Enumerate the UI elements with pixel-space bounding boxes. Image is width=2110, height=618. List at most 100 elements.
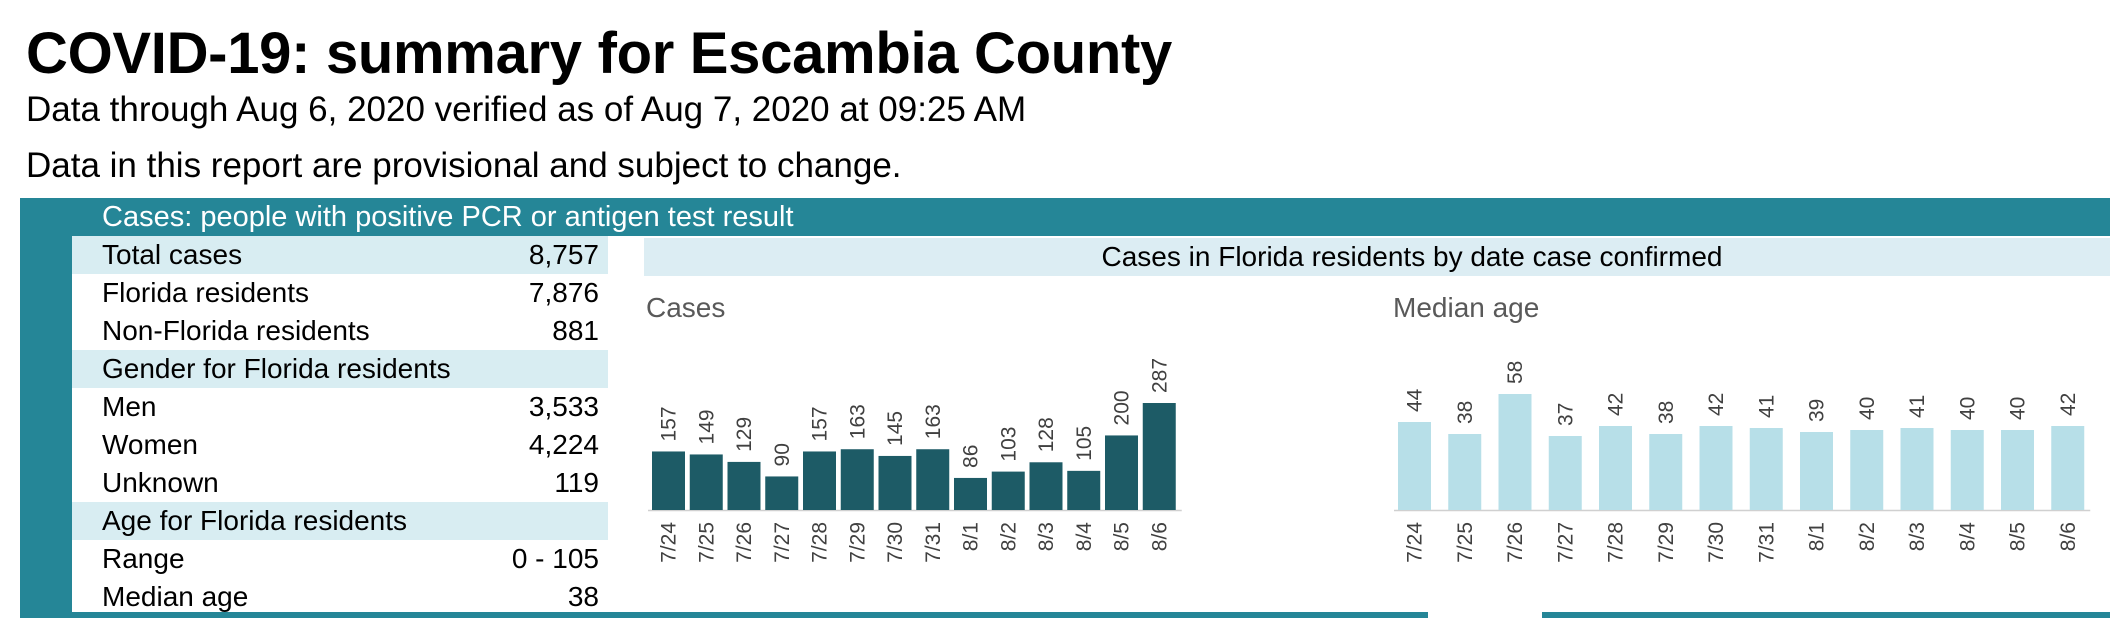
age-tick-label: 7/25 bbox=[1454, 522, 1477, 563]
stats-value: 7,876 bbox=[528, 277, 599, 308]
age-bar bbox=[1800, 432, 1833, 510]
cases-bar bbox=[803, 451, 836, 510]
cases-data-label: 157 bbox=[809, 406, 832, 441]
age-data-label: 40 bbox=[1956, 397, 1979, 420]
bottom-rule-left bbox=[20, 612, 1428, 618]
cases-bar bbox=[1105, 435, 1138, 510]
stats-table: Total cases 8,757 Florida residents 7,876 No… bbox=[72, 236, 608, 616]
cases-bar bbox=[991, 471, 1025, 510]
cases-bar bbox=[689, 454, 723, 510]
age-bar bbox=[1398, 422, 1431, 510]
age-tick-label: 7/26 bbox=[1504, 522, 1527, 563]
cases-tick-label: 8/5 bbox=[1111, 522, 1134, 551]
cases-data-label: 200 bbox=[1111, 390, 1134, 425]
age-bar bbox=[1548, 436, 1582, 510]
stats-row: Range 0 - 105 bbox=[72, 540, 608, 578]
age-data-label: 42 bbox=[2057, 393, 2080, 416]
stats-value: 881 bbox=[552, 315, 599, 346]
cases-data-label: 145 bbox=[884, 411, 907, 446]
bottom-rule-right bbox=[1542, 612, 2110, 618]
age-bar bbox=[1900, 428, 1934, 510]
cases-tick-label: 7/30 bbox=[884, 522, 907, 563]
age-bar bbox=[2001, 430, 2034, 510]
age-data-label: 37 bbox=[1554, 403, 1577, 426]
cases-data-label: 287 bbox=[1148, 358, 1171, 393]
stats-label: Women bbox=[102, 429, 198, 460]
cases-tick-label: 7/27 bbox=[771, 522, 794, 563]
stats-value: 119 bbox=[554, 467, 599, 498]
cases-tick-label: 8/4 bbox=[1073, 522, 1096, 552]
charts-header-bar bbox=[644, 238, 2110, 276]
cases-data-label: 90 bbox=[771, 443, 794, 466]
stats-row: Florida residents 7,876 bbox=[72, 274, 608, 312]
age-data-label: 58 bbox=[1504, 361, 1527, 384]
cases-data-label: 128 bbox=[1035, 417, 1058, 452]
cases-data-label: 149 bbox=[695, 409, 718, 444]
stats-label: Gender for Florida residents bbox=[102, 353, 451, 384]
age-tick-label: 8/5 bbox=[2007, 522, 2030, 551]
cases-tick-label: 7/31 bbox=[922, 522, 945, 563]
charts-title: Cases in Florida residents by date case … bbox=[1101, 241, 1723, 272]
cases-tick-label: 8/1 bbox=[960, 522, 983, 551]
cases-bar bbox=[1142, 403, 1176, 510]
stats-value: 3,533 bbox=[528, 391, 599, 422]
stats-header-row: Gender for Florida residents bbox=[72, 350, 608, 388]
cases-bar bbox=[1029, 462, 1063, 510]
age-tick-label: 7/28 bbox=[1605, 522, 1628, 563]
cases-tick-label: 8/3 bbox=[1035, 522, 1058, 551]
age-data-label: 41 bbox=[1906, 395, 1929, 418]
age-bar bbox=[1448, 434, 1482, 510]
age-bar bbox=[1950, 430, 1984, 510]
stats-row: Non-Florida residents 881 bbox=[72, 312, 608, 350]
left-accent-bar bbox=[20, 236, 72, 618]
cases-bar bbox=[954, 477, 987, 510]
section-header-bar bbox=[20, 198, 2110, 236]
stats-value: 4,224 bbox=[528, 429, 599, 460]
page-title: COVID-19: summary for Escambia County bbox=[26, 21, 1172, 86]
stats-header-row: Age for Florida residents bbox=[72, 502, 608, 540]
stats-header-row: Total cases 8,757 bbox=[72, 236, 608, 274]
age-tick-label: 7/29 bbox=[1655, 522, 1678, 563]
cases-bar bbox=[1067, 470, 1101, 510]
age-data-label: 40 bbox=[2007, 397, 2030, 420]
cases-bar bbox=[878, 455, 912, 510]
cases-tick-label: 7/25 bbox=[695, 522, 718, 563]
age-bar bbox=[1649, 434, 1683, 510]
stats-row: Women 4,224 bbox=[72, 426, 608, 464]
cases-bar bbox=[765, 476, 799, 510]
median-age-chart-title: Median age bbox=[1393, 292, 1540, 323]
age-data-label: 44 bbox=[1404, 388, 1427, 412]
stats-label: Age for Florida residents bbox=[102, 505, 408, 536]
age-tick-label: 7/31 bbox=[1755, 522, 1778, 563]
cases-bar bbox=[727, 461, 761, 510]
cases-tick-label: 7/24 bbox=[658, 522, 681, 563]
cases-tick-label: 7/28 bbox=[809, 522, 832, 563]
cases-data-label: 157 bbox=[658, 406, 681, 441]
cases-bar bbox=[840, 449, 874, 510]
stats-row: Unknown 119 bbox=[72, 464, 608, 502]
age-tick-label: 8/6 bbox=[2057, 522, 2080, 551]
age-tick-label: 8/4 bbox=[1956, 522, 1979, 552]
age-bar bbox=[2051, 426, 2085, 510]
cases-data-label: 163 bbox=[922, 404, 945, 439]
cases-data-label: 129 bbox=[733, 417, 756, 452]
age-tick-label: 7/24 bbox=[1404, 522, 1427, 563]
age-bar bbox=[1850, 430, 1884, 510]
age-tick-label: 8/3 bbox=[1906, 522, 1929, 551]
age-data-label: 42 bbox=[1605, 393, 1628, 416]
stats-row: Men 3,533 bbox=[72, 388, 608, 426]
stats-value: 8,757 bbox=[528, 239, 599, 270]
age-data-label: 39 bbox=[1806, 399, 1829, 422]
cases-data-label: 103 bbox=[997, 427, 1020, 462]
cases-chart-title: Cases bbox=[646, 292, 726, 323]
cases-data-label: 163 bbox=[846, 404, 869, 439]
age-bar bbox=[1599, 426, 1632, 510]
age-data-label: 38 bbox=[1454, 401, 1477, 424]
cases-tick-label: 7/26 bbox=[733, 522, 756, 563]
age-bar bbox=[1749, 428, 1783, 510]
cases-data-label: 105 bbox=[1073, 426, 1096, 461]
stats-label: Men bbox=[102, 391, 157, 422]
age-data-label: 42 bbox=[1705, 393, 1728, 416]
cases-bar bbox=[652, 451, 685, 510]
